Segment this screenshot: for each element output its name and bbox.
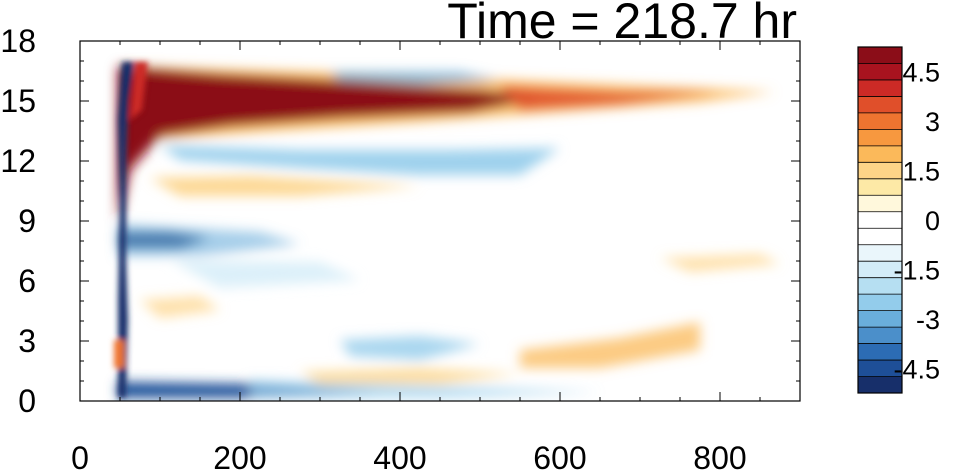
y-tick-label: 0 bbox=[18, 383, 36, 419]
colorbar-labels: 4.5 3 1.5 0 -1.5 -3 -4.5 bbox=[893, 58, 940, 385]
positive-patch-low-3 bbox=[660, 254, 780, 272]
colorbar-swatch bbox=[858, 129, 902, 147]
colorbar-swatch bbox=[858, 360, 902, 377]
y-tick-label: 18 bbox=[0, 23, 36, 59]
x-tick-label: 0 bbox=[71, 440, 89, 473]
colorbar-label: 1.5 bbox=[902, 157, 940, 187]
colorbar-label: 3 bbox=[925, 107, 940, 137]
negative-band-top bbox=[330, 72, 500, 84]
colorbar-swatch bbox=[858, 178, 902, 196]
colorbar-swatch bbox=[858, 310, 902, 328]
positive-patch-low-1 bbox=[520, 322, 700, 368]
y-tick-labels: 0 3 6 9 12 15 18 bbox=[0, 23, 36, 419]
colorbar-swatch bbox=[858, 294, 902, 311]
colorbar-swatch bbox=[858, 63, 902, 81]
y-tick-label: 12 bbox=[0, 143, 36, 179]
x-tick-label: 600 bbox=[533, 440, 586, 473]
colorbar-swatch bbox=[858, 244, 902, 262]
positive-band-mid bbox=[150, 176, 420, 196]
y-tick-label: 15 bbox=[0, 83, 36, 119]
colorbar-swatch bbox=[858, 228, 902, 246]
negative-patch-mid bbox=[170, 260, 360, 288]
colorbar bbox=[857, 46, 903, 394]
y-tick-label: 3 bbox=[18, 323, 36, 359]
negative-band-upper bbox=[160, 145, 560, 175]
y-tick-label: 9 bbox=[18, 203, 36, 239]
colorbar-swatch bbox=[858, 195, 902, 213]
colorbar-swatch bbox=[858, 96, 902, 114]
positive-patch-low-4 bbox=[140, 296, 220, 318]
chart-title: Time = 218.7 hr bbox=[447, 0, 797, 49]
colorbar-swatch bbox=[858, 79, 902, 97]
colorbar-swatch bbox=[858, 47, 902, 64]
x-tick-label: 400 bbox=[373, 440, 426, 473]
colorbar-swatch bbox=[858, 261, 902, 278]
left-edge-negative-streak bbox=[118, 62, 134, 398]
colorbar-swatch bbox=[858, 327, 902, 344]
negative-patch-low-1 bbox=[340, 336, 480, 360]
colorbar-frame bbox=[857, 46, 903, 394]
colorbar-label: -1.5 bbox=[893, 255, 940, 285]
colorbar-swatch bbox=[858, 145, 902, 163]
left-edge-positive-low bbox=[114, 340, 124, 368]
jet-positive-mid bbox=[500, 86, 720, 110]
negative-band-bottom-light bbox=[250, 380, 600, 398]
colorbar-label: 0 bbox=[925, 206, 940, 236]
colorbar-swatch bbox=[858, 343, 902, 361]
x-tick-label: 800 bbox=[693, 440, 746, 473]
x-tick-labels: 0 200 400 600 800 bbox=[71, 440, 747, 473]
colorbar-swatch bbox=[858, 162, 902, 180]
colorbar-label: -3 bbox=[916, 305, 940, 335]
colorbar-swatch bbox=[858, 277, 902, 295]
y-tick-label: 6 bbox=[18, 263, 36, 299]
positive-patch-low-2 bbox=[300, 368, 520, 384]
colorbar-swatch bbox=[858, 376, 902, 394]
plot-frame bbox=[79, 40, 801, 402]
jet-positive-core bbox=[118, 66, 540, 225]
colorbar-swatch bbox=[858, 211, 902, 229]
colorbar-label: 4.5 bbox=[902, 58, 940, 88]
colorbar-label: -4.5 bbox=[893, 354, 940, 384]
left-edge-positive-streak bbox=[130, 62, 148, 120]
colorbar-swatch bbox=[858, 112, 902, 130]
negative-tongue-halo bbox=[118, 224, 300, 256]
heatmap-field bbox=[114, 62, 780, 398]
x-tick-label: 200 bbox=[213, 440, 266, 473]
